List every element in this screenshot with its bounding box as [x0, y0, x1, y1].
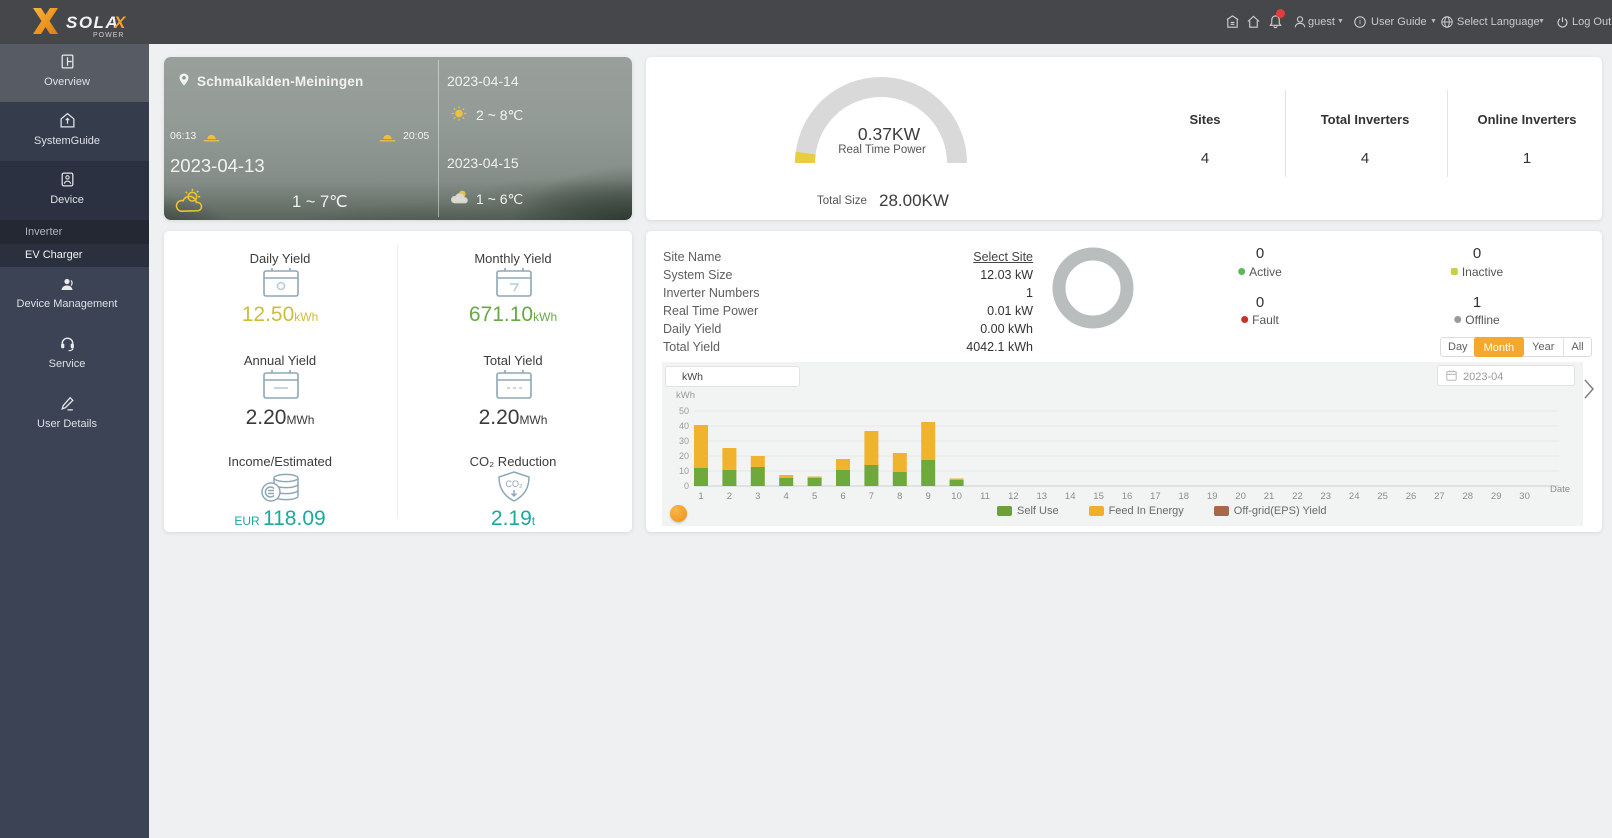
svg-text:SOLA: SOLA [66, 13, 119, 32]
svg-text:5: 5 [812, 491, 817, 500]
svg-text:14: 14 [1065, 491, 1076, 500]
svg-text:24: 24 [1349, 491, 1360, 500]
svg-text:0: 0 [684, 481, 689, 491]
svg-text:28: 28 [1463, 491, 1474, 500]
svg-text:8: 8 [897, 491, 902, 500]
svg-text:16: 16 [1122, 491, 1133, 500]
svg-text:4: 4 [784, 491, 789, 500]
svg-text:10: 10 [679, 466, 689, 476]
svg-text:X: X [113, 13, 127, 32]
svg-text:7: 7 [869, 491, 874, 500]
svg-text:12: 12 [1008, 491, 1019, 500]
svg-text:9: 9 [926, 491, 931, 500]
svg-text:25: 25 [1377, 491, 1388, 500]
svg-text:1: 1 [698, 491, 703, 500]
svg-text:40: 40 [679, 421, 689, 431]
svg-text:13: 13 [1037, 491, 1048, 500]
svg-text:POWER: POWER [93, 32, 124, 39]
svg-text:30: 30 [679, 436, 689, 446]
svg-text:26: 26 [1406, 491, 1417, 500]
svg-text:19: 19 [1207, 491, 1218, 500]
svg-text:6: 6 [840, 491, 845, 500]
svg-text:3: 3 [755, 491, 760, 500]
svg-text:29: 29 [1491, 491, 1502, 500]
svg-text:22: 22 [1292, 491, 1303, 500]
svg-text:11: 11 [980, 491, 990, 500]
svg-text:2: 2 [727, 491, 732, 500]
svg-text:Date: Date [1550, 484, 1570, 495]
svg-text:18: 18 [1179, 491, 1190, 500]
svg-text:kWh: kWh [676, 390, 695, 401]
svg-text:10: 10 [951, 491, 962, 500]
svg-text:CO₂: CO₂ [506, 479, 524, 489]
svg-text:15: 15 [1093, 491, 1104, 500]
svg-text:21: 21 [1264, 491, 1275, 500]
svg-text:20: 20 [679, 451, 689, 461]
svg-text:30: 30 [1519, 491, 1530, 500]
svg-text:27: 27 [1434, 491, 1445, 500]
svg-text:i: i [1359, 18, 1361, 27]
svg-text:17: 17 [1150, 491, 1161, 500]
svg-text:20: 20 [1235, 491, 1246, 500]
svg-text:23: 23 [1321, 491, 1332, 500]
svg-text:50: 50 [679, 406, 689, 416]
